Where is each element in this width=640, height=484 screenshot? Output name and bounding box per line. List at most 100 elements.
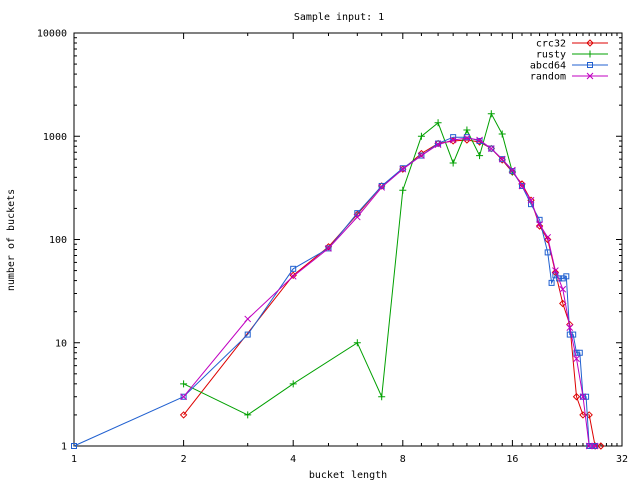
x-tick-label: 8 xyxy=(400,454,406,465)
data-point-random xyxy=(418,152,425,159)
data-point-abcd64 xyxy=(518,182,525,189)
data-point-abcd64 xyxy=(536,216,543,223)
data-point-random xyxy=(509,166,516,174)
data-point-random xyxy=(244,315,252,323)
legend-label-abcd64: abcd64 xyxy=(530,61,566,72)
data-point-random xyxy=(449,136,457,144)
data-point-random xyxy=(399,165,407,173)
data-point-random xyxy=(544,233,552,241)
data-point-abcd64 xyxy=(180,393,187,400)
data-point-abcd64 xyxy=(576,349,583,356)
data-point-rusty xyxy=(498,130,506,138)
y-tick-label: 10000 xyxy=(37,29,67,40)
data-point-rusty xyxy=(487,110,495,118)
legend-marker-crc32 xyxy=(586,39,594,47)
data-point-random xyxy=(434,141,442,148)
legend-label-random: random xyxy=(530,72,566,83)
data-point-rusty xyxy=(289,380,297,388)
plot-frame xyxy=(73,32,623,447)
axis-ticks: 1 2 4 8 16 32 1 10 100 1000 10000 xyxy=(37,29,628,466)
data-point-random xyxy=(180,393,187,401)
data-point-abcd64 xyxy=(563,273,570,280)
y-tick-label: 100 xyxy=(49,235,67,246)
data-point-abcd64 xyxy=(290,265,297,272)
data-point-rusty xyxy=(353,339,361,347)
data-point-random xyxy=(518,182,526,190)
data-point-random xyxy=(378,183,386,191)
data-point-abcd64 xyxy=(71,443,77,449)
series-abcd64 xyxy=(71,134,599,449)
legend-marker-random xyxy=(586,72,594,80)
data-point-random xyxy=(559,285,567,293)
data-point-abcd64 xyxy=(476,137,483,144)
chart-title: Sample input: 1 xyxy=(294,12,384,23)
data-point-abcd64 xyxy=(399,165,406,172)
data-point-abcd64 xyxy=(544,249,551,256)
data-point-rusty xyxy=(417,132,425,140)
series-line-abcd64 xyxy=(73,136,596,447)
legend-marker-abcd64 xyxy=(587,62,593,68)
legend-marker-rusty xyxy=(586,50,594,58)
data-point-abcd64 xyxy=(418,152,425,159)
series-rusty xyxy=(180,110,516,419)
data-point-random xyxy=(463,134,471,142)
data-point-rusty xyxy=(463,126,471,134)
data-point-crc32 xyxy=(535,222,544,230)
x-tick-label: 4 xyxy=(290,454,296,465)
data-point-rusty xyxy=(378,393,386,401)
data-point-abcd64 xyxy=(244,331,251,338)
data-point-abcd64 xyxy=(499,156,506,163)
data-point-random xyxy=(498,155,506,163)
data-point-random xyxy=(527,196,535,204)
series-line-random xyxy=(183,137,596,447)
data-point-random xyxy=(536,221,543,228)
data-point-abcd64 xyxy=(573,349,580,356)
data-point-abcd64 xyxy=(570,331,577,338)
data-point-abcd64 xyxy=(378,182,385,189)
data-point-random xyxy=(573,355,580,363)
data-point-rusty xyxy=(244,411,252,419)
data-point-random xyxy=(552,267,559,274)
data-point-random xyxy=(487,145,495,152)
data-point-crc32 xyxy=(417,149,426,158)
data-point-abcd64 xyxy=(548,279,555,286)
data-point-abcd64 xyxy=(463,134,470,141)
legend-label-rusty: rusty xyxy=(536,50,566,61)
x-tick-label: 2 xyxy=(181,454,187,465)
data-point-random xyxy=(353,213,361,221)
x-tick-label: 32 xyxy=(616,454,628,465)
data-point-crc32 xyxy=(543,235,552,244)
data-point-abcd64 xyxy=(509,168,516,175)
data-point-rusty xyxy=(180,380,188,388)
data-point-rusty xyxy=(476,152,484,160)
data-point-rusty xyxy=(449,159,457,167)
series-random xyxy=(180,134,599,450)
data-point-rusty xyxy=(399,186,407,194)
data-point-abcd64 xyxy=(354,210,361,217)
data-point-random xyxy=(476,136,483,144)
data-point-random xyxy=(579,393,587,401)
y-tick-label: 1000 xyxy=(43,132,67,143)
data-point-crc32 xyxy=(572,393,581,401)
y-tick-label: 10 xyxy=(55,338,67,349)
y-tick-label: 1 xyxy=(61,442,67,453)
legend-label-crc32: crc32 xyxy=(536,39,566,50)
series-layer xyxy=(71,110,605,450)
data-point-random xyxy=(289,272,297,280)
data-point-random xyxy=(566,324,574,332)
data-point-random xyxy=(325,245,332,252)
data-point-crc32 xyxy=(597,442,605,450)
data-point-abcd64 xyxy=(552,272,559,279)
data-point-random xyxy=(585,442,593,450)
x-axis-label: bucket length xyxy=(309,470,387,480)
data-point-abcd64 xyxy=(488,145,495,152)
data-point-crc32 xyxy=(179,411,188,419)
data-point-abcd64 xyxy=(325,245,332,252)
series-line-rusty xyxy=(183,112,513,416)
data-point-abcd64 xyxy=(566,331,573,338)
y-axis-label: number of buckets xyxy=(6,189,17,291)
x-tick-label: 16 xyxy=(506,454,518,465)
